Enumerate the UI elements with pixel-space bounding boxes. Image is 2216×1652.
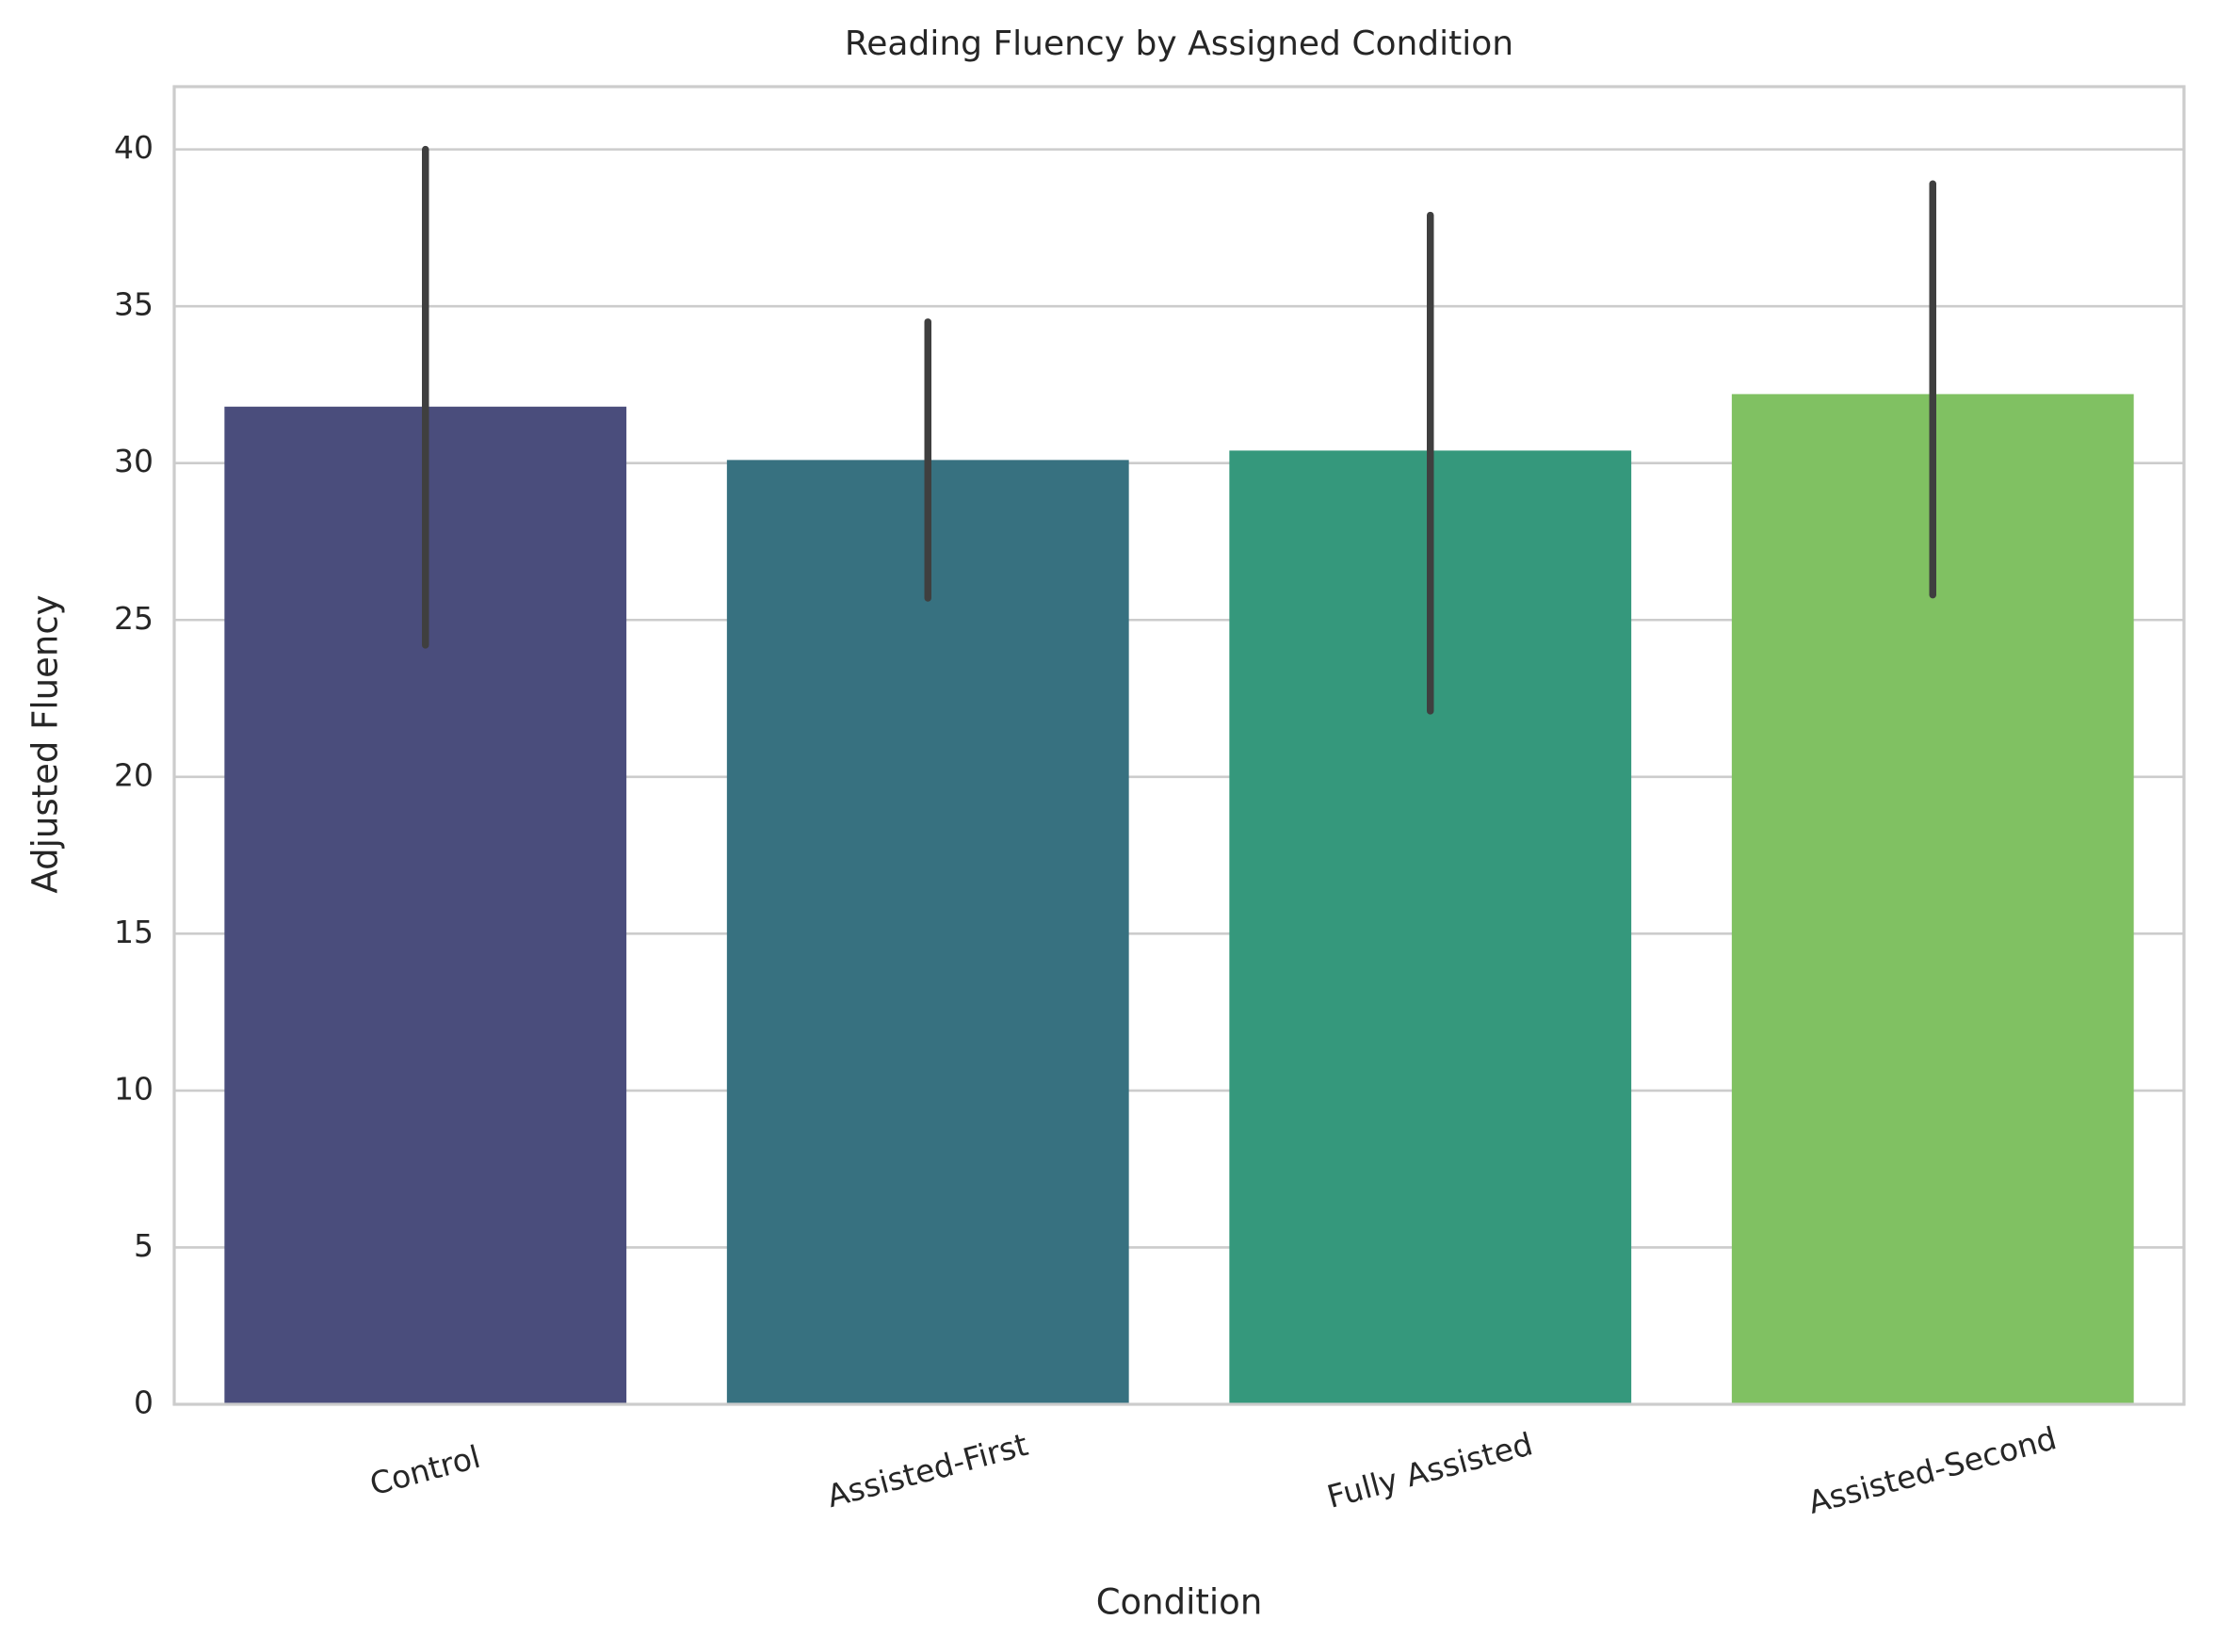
x-tick-label: Fully Assisted [1323,1425,1536,1515]
y-tick-label: 35 [114,286,154,323]
y-tick-label: 25 [114,600,154,637]
bars [224,394,2134,1405]
y-tick-label: 5 [134,1227,154,1264]
plot-frame [172,85,2186,1406]
y-tick-label: 10 [114,1070,154,1107]
y-tick-label: 0 [134,1385,154,1421]
y-tick-label: 20 [114,756,154,793]
bar-assisted-first [726,460,1129,1405]
y-tick-label: 30 [114,443,154,479]
chart-title: Reading Fluency by Assigned Condition [845,24,1513,63]
x-tick-label: Assisted-First [823,1426,1032,1514]
x-tick-label: Control [366,1438,484,1503]
x-tick-labels: Control Assisted-First Fully Assisted Assis… [366,1419,2061,1521]
y-tick-labels: 0 5 10 15 20 25 30 35 40 [114,129,154,1420]
y-tick-label: 40 [114,129,154,166]
y-axis-label: Adjusted Fluency [25,594,66,893]
error-bars [422,145,1936,715]
y-tick-label: 15 [114,914,154,950]
x-axis-label: Condition [1096,1582,1263,1623]
x-tick-label: Assisted-Second [1804,1419,2061,1521]
